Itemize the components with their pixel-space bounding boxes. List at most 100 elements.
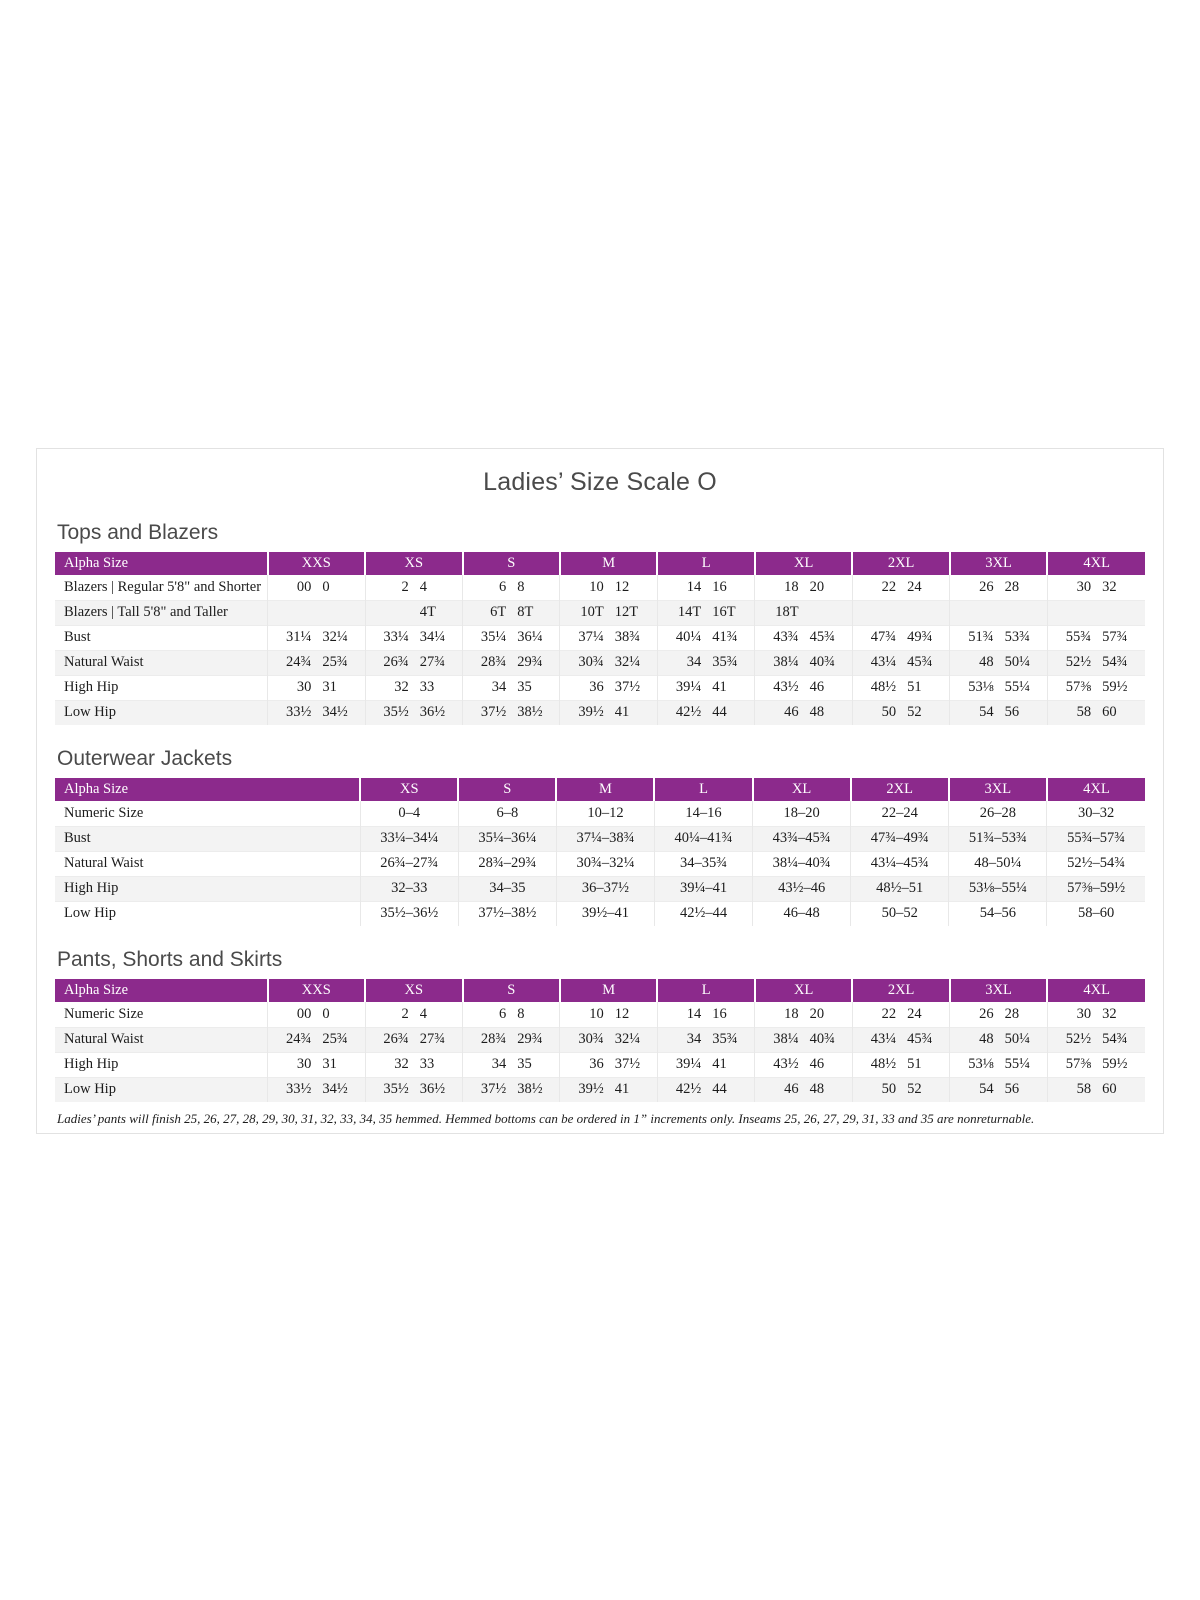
- measurement-cell: 36½: [413, 1077, 464, 1102]
- measurement-cell: 37¼–38¾: [556, 826, 655, 851]
- page-title: Ladies’ Size Scale O: [483, 468, 717, 496]
- row-label: Blazers | Tall 5'8" and Taller: [55, 600, 269, 625]
- measurement-cell: 27¾: [413, 1027, 464, 1052]
- column-header-3xl: 3XL: [949, 979, 1049, 1002]
- measurement-cell: 40¾: [803, 1027, 853, 1052]
- measurement-cell: 59½: [1102, 679, 1128, 695]
- measurement-cell: 31: [316, 1052, 366, 1077]
- measurement-cell: 35¾: [706, 650, 756, 675]
- measurement-cell: 52: [901, 700, 951, 725]
- measurement-cell: 39½: [559, 700, 609, 725]
- measurement-cell: 37½: [608, 675, 658, 700]
- measurement-cell: 50¼: [998, 650, 1048, 675]
- measurement-cell: 42½: [657, 1077, 707, 1102]
- measurement-cell: 10–12: [556, 801, 655, 826]
- section-title-outerwear-jackets: Outerwear Jackets: [57, 747, 233, 770]
- measurement-cell: [316, 600, 366, 625]
- measurement-cell: 32¼: [608, 1027, 658, 1052]
- table-row: Numeric Size 0–4 6–8 10–12 14–16 18–20 22–24 26…: [55, 801, 1145, 826]
- measurement-cell: 35¼–36¼: [458, 826, 557, 851]
- column-header-xl: XL: [752, 778, 852, 801]
- measurement-cell: 52½: [1047, 1027, 1097, 1052]
- measurement-cell: 34¼: [413, 625, 464, 650]
- measurement-cell: 44: [706, 1077, 756, 1102]
- measurement-cell: 20: [803, 575, 853, 600]
- measurement-cell: 57⅜: [1065, 679, 1092, 695]
- measurement-cell: 43¾–45¾: [752, 826, 852, 851]
- measurement-cell: 18: [784, 1005, 799, 1022]
- measurement-cell: 38¾: [608, 625, 658, 650]
- row-label: Natural Waist: [55, 851, 361, 876]
- measurement-cell: 18T: [754, 600, 804, 625]
- measurement-cell: 53⅛–55¼: [948, 876, 1048, 901]
- row-label: Low Hip: [55, 901, 361, 926]
- measurement-cell: 54¾: [1096, 1027, 1145, 1052]
- measurement-cell: 48: [949, 1027, 999, 1052]
- measurement-cell: 14: [686, 578, 702, 595]
- measurement-cell: 24¾: [267, 1027, 317, 1052]
- measurement-cell: 0–4: [360, 801, 459, 826]
- measurement-cell: 54: [949, 700, 999, 725]
- measurement-cell: 18: [784, 578, 799, 595]
- table-row: Low Hip 35½–36½ 37½–38½ 39½–41 42½–44 46–48 50…: [55, 901, 1145, 926]
- measurement-cell: 12: [608, 1002, 658, 1027]
- measurement-cell: 40¾: [803, 650, 853, 675]
- measurement-cell: 41: [706, 1052, 756, 1077]
- measurement-cell: 52: [901, 1077, 951, 1102]
- column-header-4xl: 4XL: [1047, 552, 1145, 575]
- measurement-cell: [901, 600, 951, 625]
- measurement-cell: 12T: [608, 600, 658, 625]
- measurement-cell: 34: [491, 679, 507, 695]
- measurement-cell: 50¼: [998, 1027, 1048, 1052]
- measurement-cell: [852, 600, 902, 625]
- measurement-cell: 38½: [511, 1077, 561, 1102]
- measurement-cell: 28: [998, 575, 1048, 600]
- measurement-cell: 36¼: [511, 625, 561, 650]
- column-header-xxs: XXS: [267, 552, 367, 575]
- measurement-cell: 00: [296, 578, 312, 595]
- measurement-cell: 32–33: [360, 876, 459, 901]
- row-label: Low Hip: [55, 700, 269, 725]
- measurement-cell: 46: [754, 700, 804, 725]
- measurement-cell: 30¾–32¼: [556, 851, 655, 876]
- column-header-2xl: 2XL: [852, 979, 951, 1002]
- measurement-cell: 50: [852, 700, 902, 725]
- column-header-xs: XS: [360, 778, 460, 801]
- table-row: Natural Waist 26¾–27¾ 28¾–29¾ 30¾–32¼ 34–35¾…: [55, 851, 1145, 876]
- table-row: Natural Waist 24¾ 25¾ 26¾ 27¾ 28¾ 29¾ 30¾ 32¼ 34 3…: [55, 1027, 1145, 1052]
- size-table-outerwear-jackets: Alpha Size XS S M L XL 2XL 3XL 4XL Numeric Size 0–…: [55, 778, 1145, 926]
- measurement-cell: 46: [754, 1077, 804, 1102]
- column-header-s: S: [462, 979, 561, 1002]
- measurement-cell: 25¾: [316, 1027, 366, 1052]
- measurement-cell: 39¼: [675, 679, 702, 695]
- measurement-cell: 10: [589, 578, 604, 595]
- measurement-cell: [1096, 600, 1145, 625]
- column-header-2xl: 2XL: [852, 552, 951, 575]
- measurement-cell: 10T: [559, 600, 609, 625]
- row-label: Low Hip: [55, 1077, 269, 1102]
- measurement-cell: 6: [499, 1005, 507, 1022]
- measurement-cell: [949, 600, 999, 625]
- measurement-cell: 6: [499, 578, 507, 595]
- section-title-tops-and-blazers: Tops and Blazers: [57, 521, 219, 544]
- row-label: High Hip: [55, 876, 361, 901]
- measurement-cell: 31¼: [285, 629, 312, 645]
- measurement-cell: 41: [608, 700, 658, 725]
- column-header-m: M: [559, 552, 659, 575]
- column-header-xs: XS: [365, 979, 464, 1002]
- measurement-cell: 26–28: [948, 801, 1048, 826]
- measurement-cell: 57⅜–59½: [1046, 876, 1145, 901]
- measurement-cell: 45¾: [901, 650, 951, 675]
- row-label: Numeric Size: [55, 1002, 269, 1027]
- measurement-cell: 31: [316, 675, 366, 700]
- measurement-cell: 20: [803, 1002, 853, 1027]
- measurement-cell: 58: [1047, 1077, 1097, 1102]
- measurement-cell: 2: [401, 1005, 409, 1022]
- measurement-cell: 47¾: [870, 629, 897, 645]
- measurement-cell: 56: [998, 1077, 1048, 1102]
- measurement-cell: 34: [491, 1056, 507, 1072]
- measurement-cell: 48½–51: [850, 876, 950, 901]
- measurement-cell: [267, 600, 317, 625]
- measurement-cell: 35¾: [706, 1027, 756, 1052]
- measurement-cell: 36: [589, 1056, 604, 1072]
